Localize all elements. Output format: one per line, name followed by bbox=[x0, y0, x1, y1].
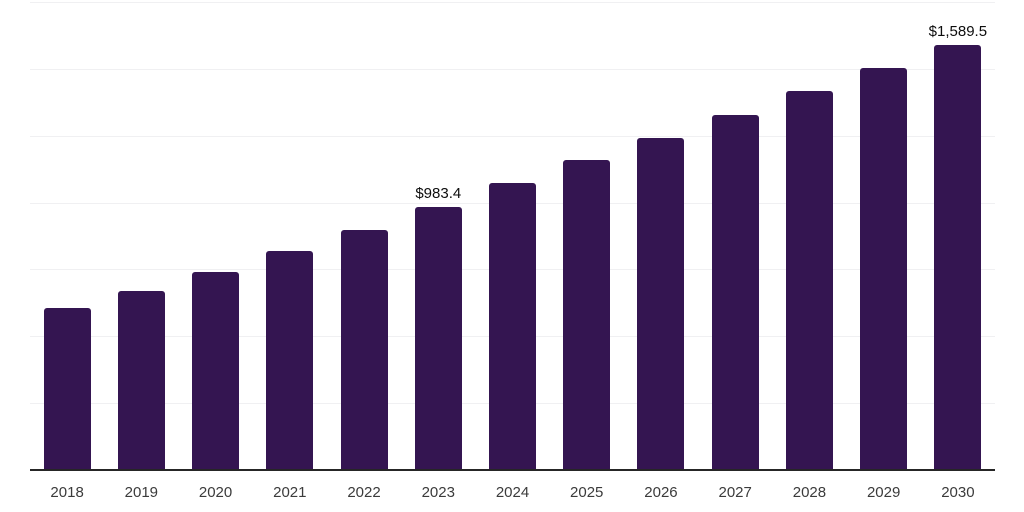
x-tick-label-2020: 2020 bbox=[198, 484, 233, 501]
x-tick-label-2023: 2023 bbox=[421, 484, 455, 501]
bar-2026 bbox=[637, 138, 685, 470]
gridline-1250 bbox=[30, 135, 995, 137]
bar-2019 bbox=[117, 290, 165, 470]
data-label-2023: $983.4 bbox=[415, 185, 462, 203]
bar-2023 bbox=[414, 207, 462, 470]
x-tick-label-2022: 2022 bbox=[347, 484, 381, 501]
gridline-1750 bbox=[30, 2, 995, 3]
x-tick-label-2028: 2028 bbox=[792, 484, 827, 501]
x-tick-label-2019: 2019 bbox=[124, 484, 159, 501]
x-axis-line bbox=[30, 469, 995, 471]
bar-2029 bbox=[860, 68, 908, 470]
bar-2027 bbox=[711, 115, 759, 470]
bar-2021 bbox=[266, 250, 314, 470]
x-tick-label-2027: 2027 bbox=[718, 484, 752, 501]
bar-2028 bbox=[785, 91, 833, 470]
x-tick-label-2018: 2018 bbox=[50, 484, 84, 501]
bar-2020 bbox=[192, 271, 240, 470]
x-tick-label-2026: 2026 bbox=[644, 484, 678, 501]
x-tick-label-2030: 2030 bbox=[941, 484, 975, 501]
x-tick-label-2025: 2025 bbox=[570, 484, 604, 501]
bar-2030 bbox=[934, 44, 982, 470]
x-tick-label-2021: 2021 bbox=[273, 484, 307, 501]
gridline-1500 bbox=[30, 68, 995, 70]
bar-2025 bbox=[563, 160, 611, 470]
data-label-2030: $1,589.5 bbox=[928, 22, 988, 40]
bar-2022 bbox=[340, 230, 388, 470]
x-tick-label-2029: 2029 bbox=[866, 484, 901, 501]
bar-2018 bbox=[43, 308, 91, 470]
x-tick-label-2024: 2024 bbox=[495, 484, 530, 501]
bar-2024 bbox=[489, 182, 536, 470]
